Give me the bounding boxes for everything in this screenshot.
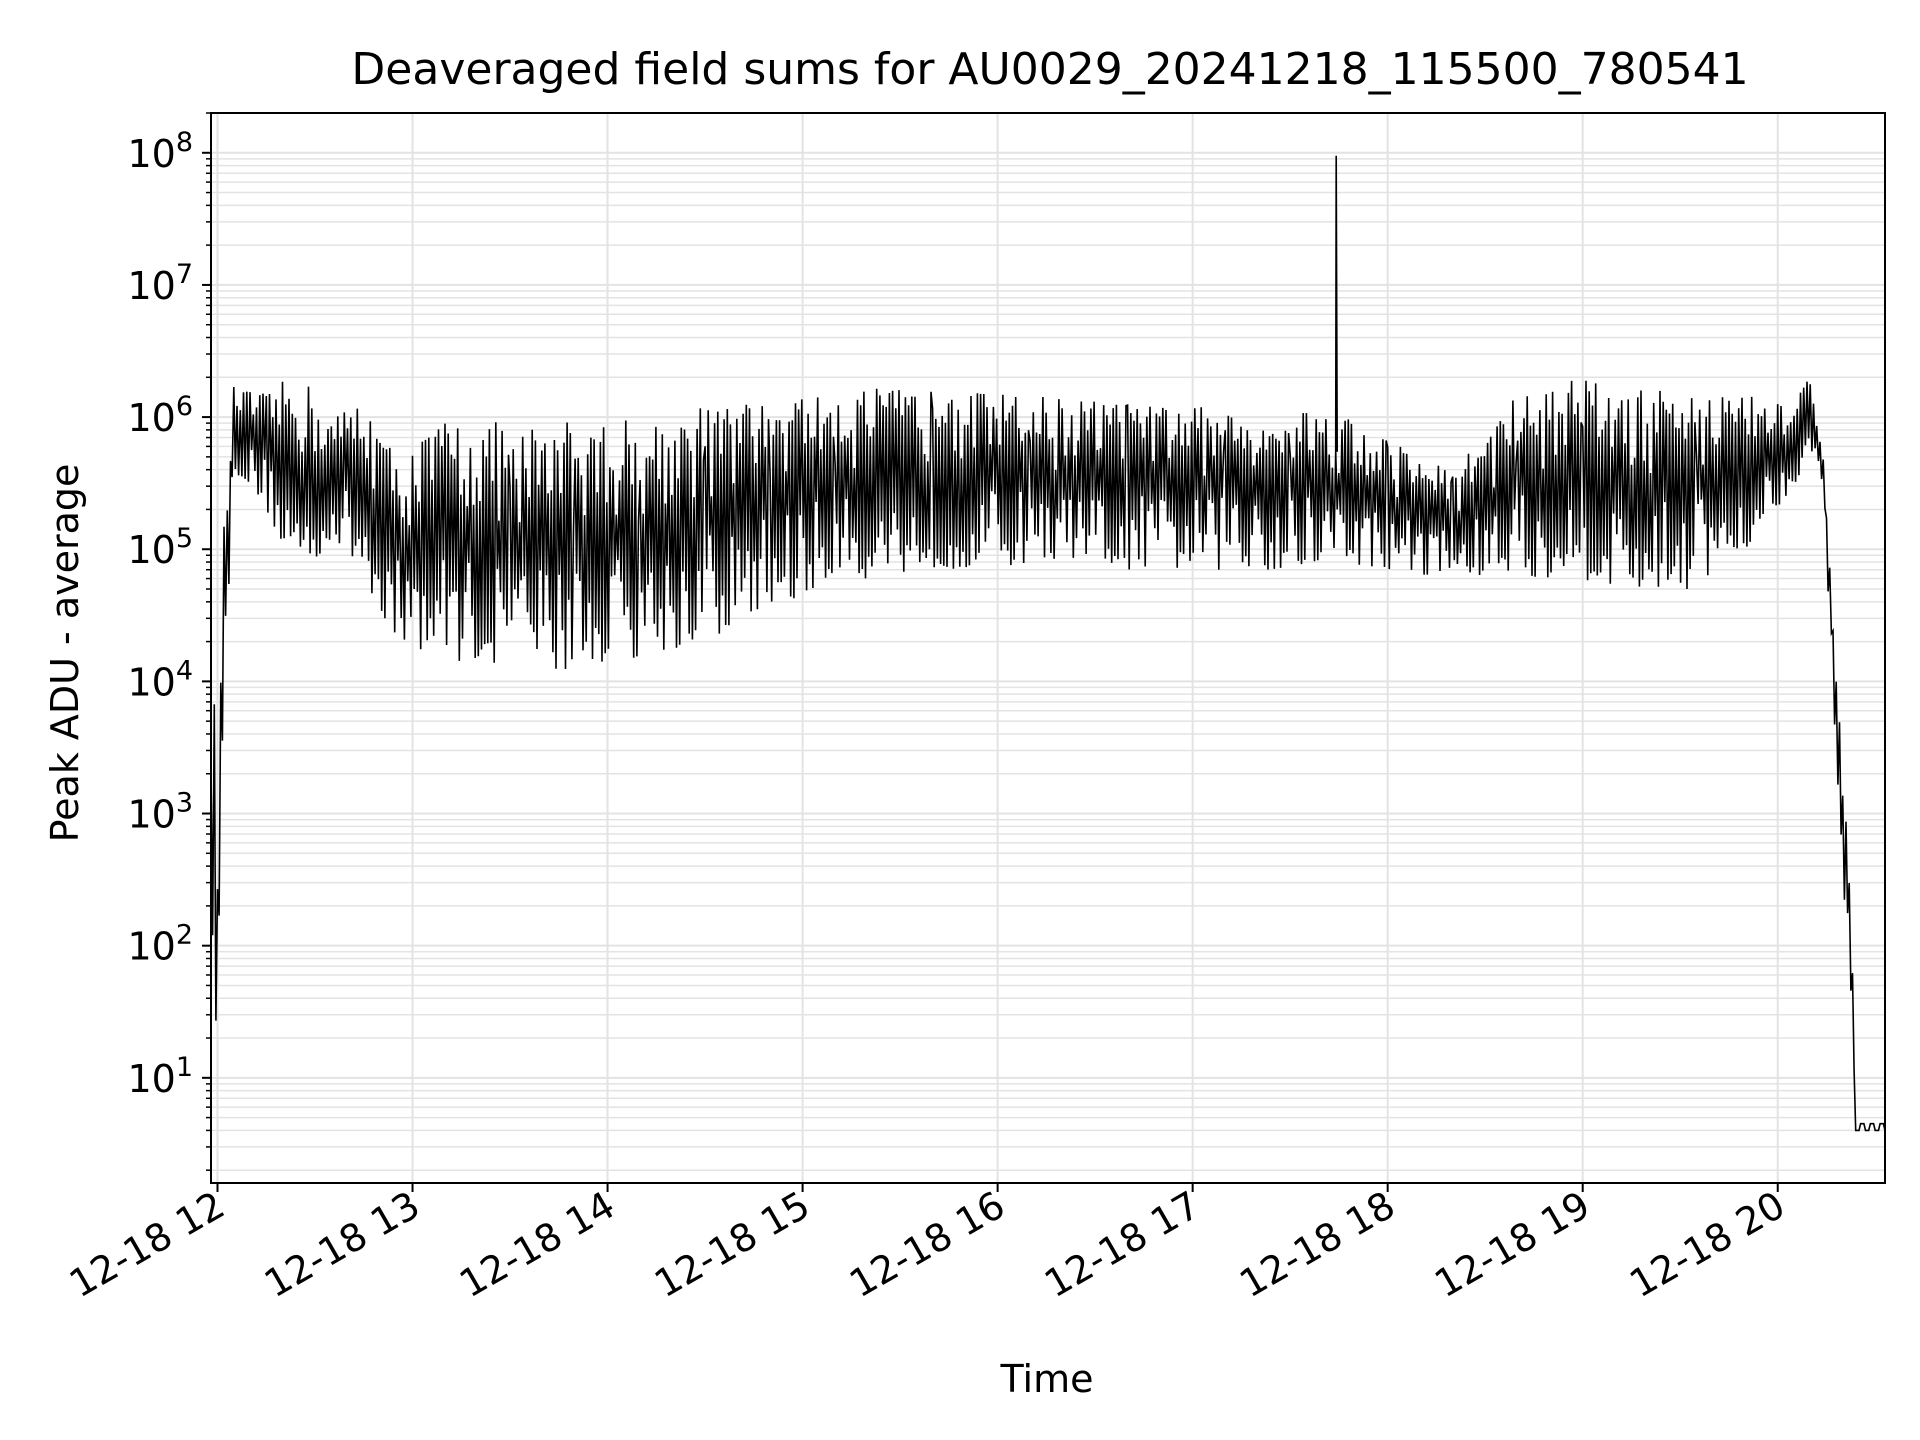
chart-title: Deaveraged field sums for AU0029_2024121… [351, 44, 1748, 95]
y-tick-label: 102 [127, 920, 193, 969]
grid-lines [211, 112, 1885, 1183]
plot-frame [210, 112, 1886, 1184]
y-tick-label: 106 [127, 391, 193, 440]
y-tick-label: 105 [127, 523, 193, 572]
y-axis-label: Peak ADU - average [43, 464, 87, 843]
y-tick-label: 101 [127, 1052, 193, 1101]
series-line [210, 155, 1886, 1132]
y-tick-label: 104 [127, 655, 193, 704]
x-axis-label: Time [1000, 1357, 1094, 1401]
y-tick-label: 108 [127, 127, 193, 176]
y-tick-label: 103 [127, 788, 193, 837]
series-path [210, 155, 1886, 1132]
y-tick-label: 107 [127, 259, 193, 308]
